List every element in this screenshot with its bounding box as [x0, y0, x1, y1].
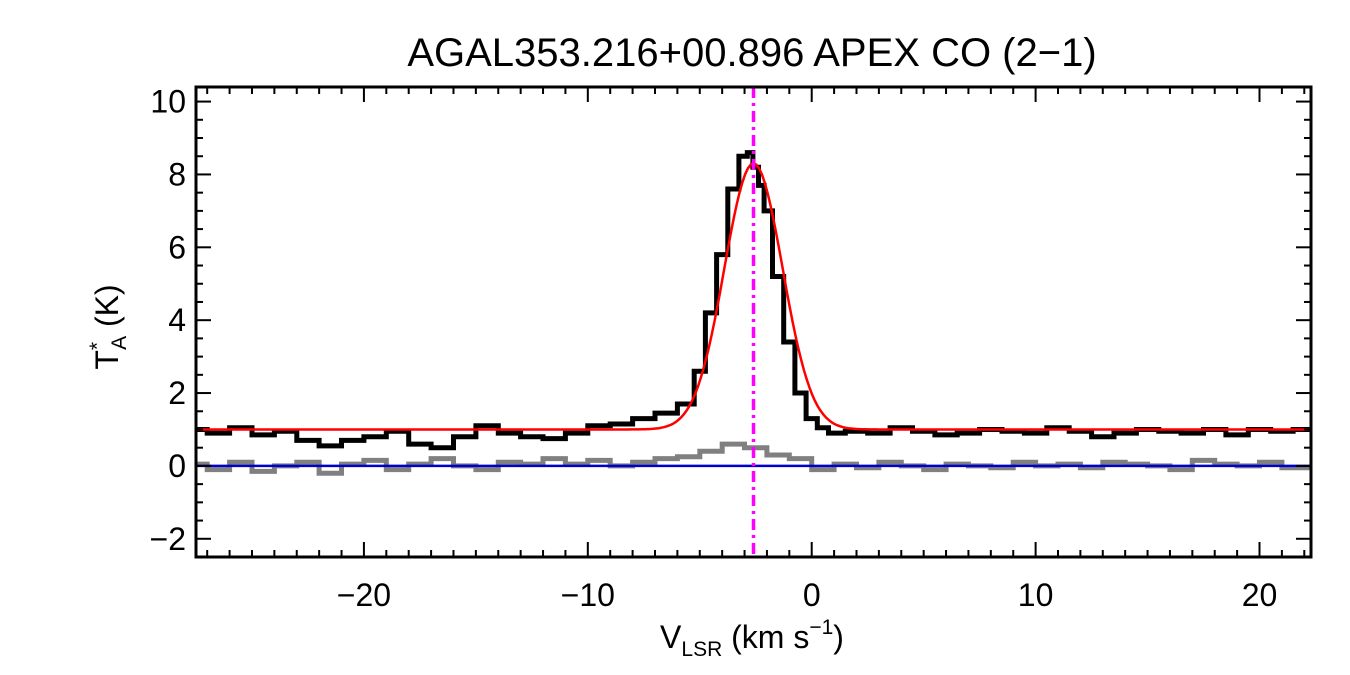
x-tick-label: 10: [1018, 577, 1054, 613]
y-tick-label: −2: [150, 521, 186, 557]
series-group: [196, 87, 1311, 557]
y-tick-label: 4: [168, 302, 186, 338]
plot-area: [194, 85, 1313, 559]
plot-frame: [194, 85, 1313, 559]
y-tick-label: 0: [168, 448, 186, 484]
residual-spectrum: [196, 441, 1311, 476]
x-tick-label: 20: [1242, 577, 1278, 613]
x-tick-label: −10: [561, 577, 615, 613]
y-axis-label: T*A (K): [86, 284, 131, 369]
x-tick-label: −20: [337, 577, 391, 613]
x-tick-label: 0: [803, 577, 821, 613]
chart-title: AGAL353.216+00.896 APEX CO (2−1): [407, 31, 1096, 75]
y-tick-label: 8: [168, 156, 186, 192]
axis-ticks: [196, 87, 1311, 558]
y-tick-label: 6: [168, 229, 186, 265]
y-tick-label: 10: [150, 84, 186, 120]
observed-spectrum: [196, 150, 1311, 451]
x-axis-label: VLSR (km s−1): [660, 616, 844, 661]
y-tick-label: 2: [168, 375, 186, 411]
